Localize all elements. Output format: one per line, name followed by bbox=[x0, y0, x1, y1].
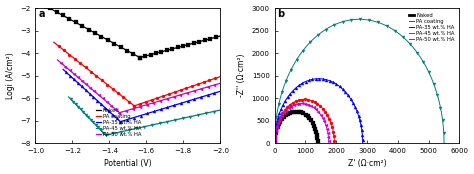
Text: a: a bbox=[39, 9, 46, 19]
Legend: Naked, PA coating, PA-35 wt.% HA, PA-45 wt.% HA, PA-50 wt.% HA: Naked, PA coating, PA-35 wt.% HA, PA-45 … bbox=[93, 106, 144, 139]
Legend: Naked, PA coating, PA-35 wt.% HA, PA-45 wt.% HA, PA-50 wt.% HA: Naked, PA coating, PA-35 wt.% HA, PA-45 … bbox=[407, 11, 457, 44]
Text: b: b bbox=[278, 9, 285, 19]
Y-axis label: -Z'' (Ω·cm²): -Z'' (Ω·cm²) bbox=[237, 54, 246, 97]
X-axis label: Z' (Ω·cm²): Z' (Ω·cm²) bbox=[347, 159, 386, 168]
Y-axis label: Logi (A/cm²): Logi (A/cm²) bbox=[6, 52, 15, 99]
X-axis label: Potential (V): Potential (V) bbox=[104, 159, 152, 168]
